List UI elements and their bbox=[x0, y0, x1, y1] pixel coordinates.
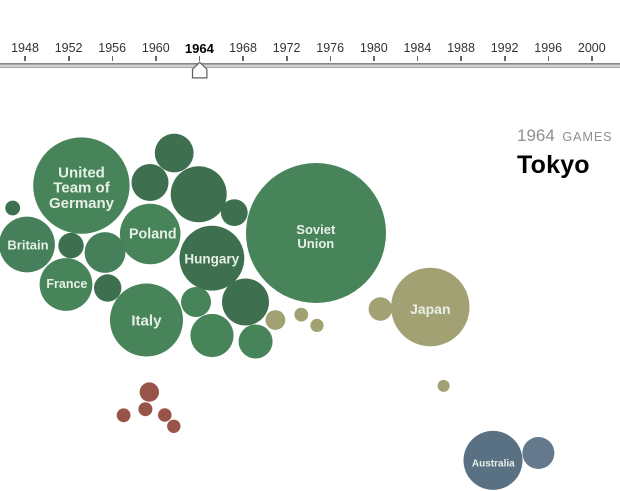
svg-text:United: United bbox=[58, 164, 105, 181]
svg-text:Union: Union bbox=[297, 236, 334, 251]
svg-text:Britain: Britain bbox=[7, 238, 48, 253]
svg-text:France: France bbox=[46, 277, 87, 291]
svg-text:Italy: Italy bbox=[131, 312, 162, 329]
svg-text:Hungary: Hungary bbox=[184, 252, 239, 267]
svg-text:Team of: Team of bbox=[53, 180, 110, 197]
svg-text:Germany: Germany bbox=[49, 195, 115, 212]
svg-text:Australia: Australia bbox=[472, 459, 515, 470]
svg-text:Soviet: Soviet bbox=[296, 222, 336, 237]
svg-text:Japan: Japan bbox=[410, 301, 450, 317]
svg-text:Poland: Poland bbox=[129, 226, 177, 242]
